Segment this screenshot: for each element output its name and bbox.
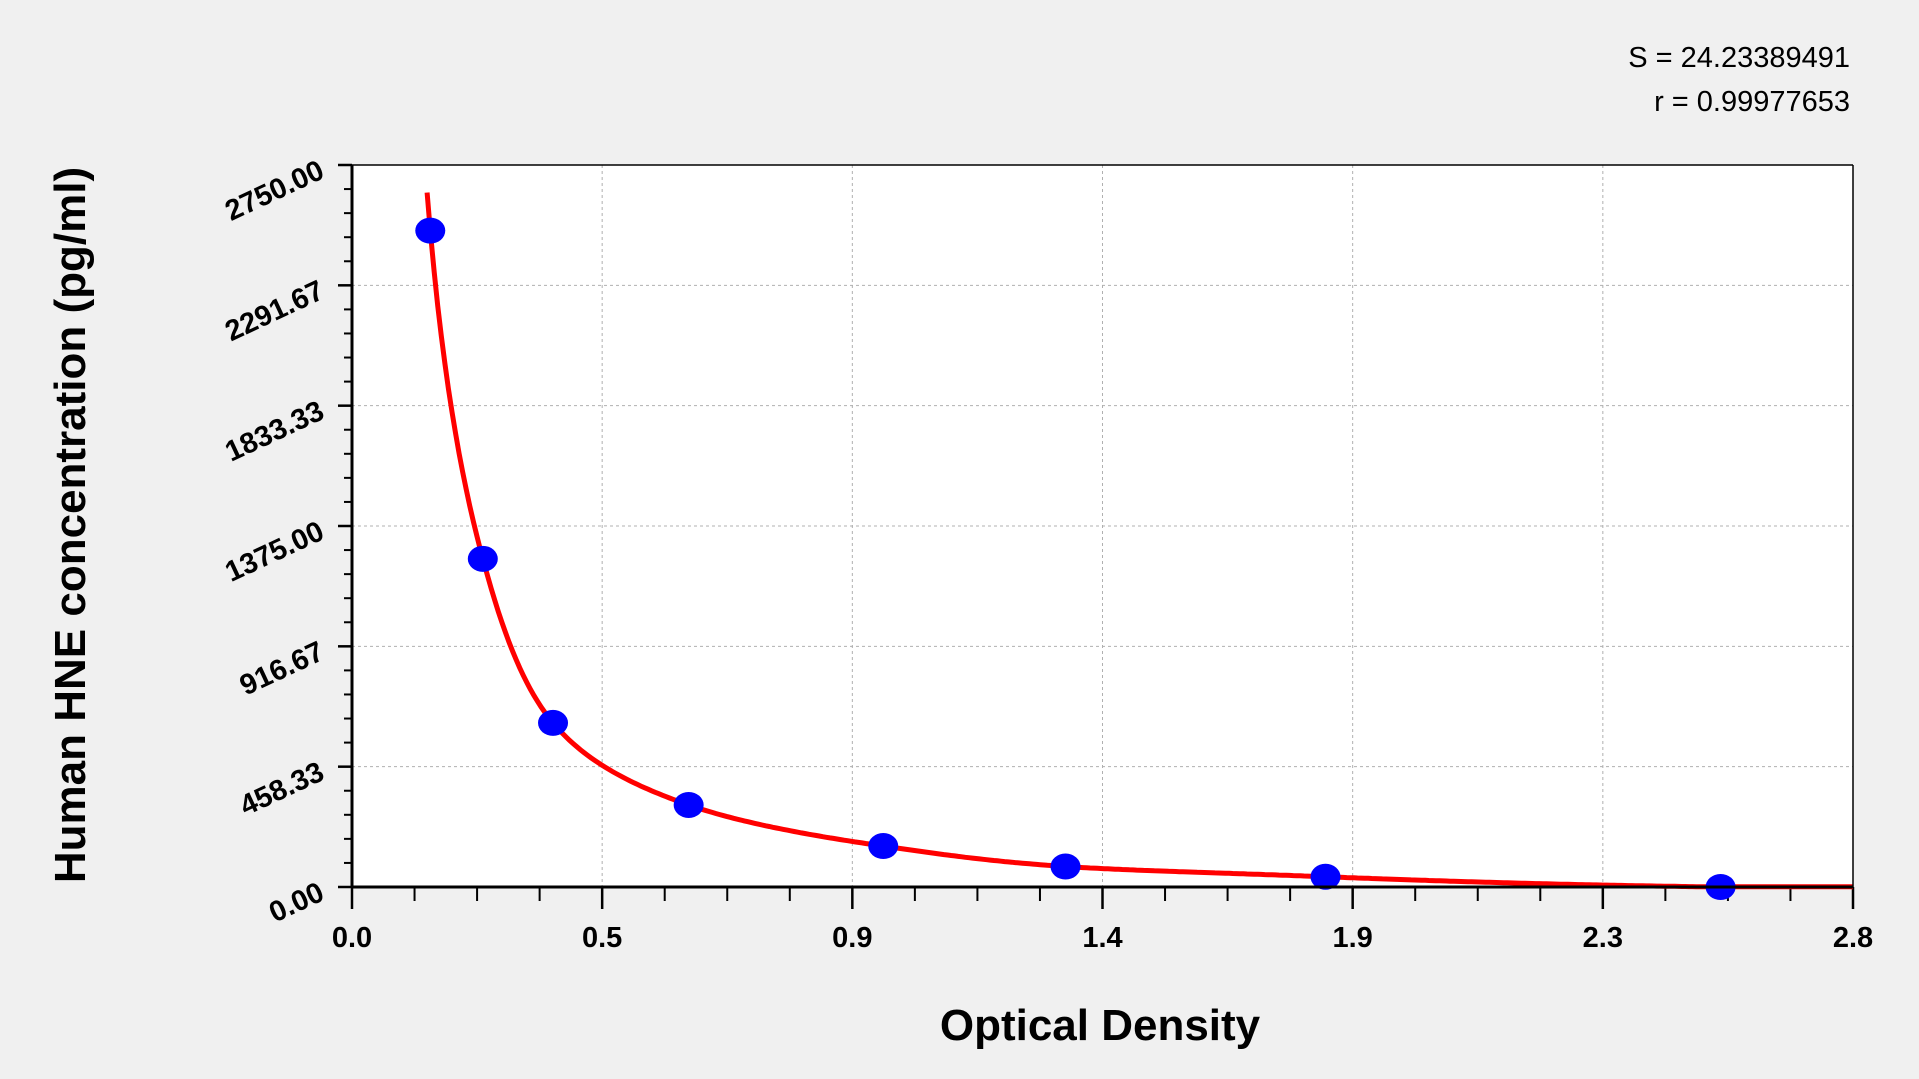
y-tick-label: 2291.67 <box>220 275 329 348</box>
axes <box>350 164 1854 889</box>
y-axis-title: Human HNE concentration (pg/ml) <box>46 167 95 883</box>
y-tick-label: 458.33 <box>235 756 329 822</box>
data-point <box>868 833 899 860</box>
data-points <box>415 217 1736 900</box>
stat-s: S = 24.23389491 <box>1628 42 1850 74</box>
y-tick-label: 916.67 <box>235 636 329 702</box>
grid <box>352 165 1853 887</box>
data-point <box>673 791 704 818</box>
y-tick-label: 0.00 <box>264 876 329 929</box>
x-axis-title: Optical Density <box>940 1001 1261 1050</box>
x-tick-label: 2.8 <box>1833 922 1873 954</box>
y-tick-label: 2750.00 <box>220 154 329 227</box>
data-point <box>467 545 498 572</box>
x-tick-label: 2.3 <box>1583 922 1623 954</box>
data-point <box>1050 853 1081 880</box>
x-tick-label: 0.0 <box>332 922 372 954</box>
y-tick-label: 1375.00 <box>220 515 329 588</box>
x-tick-label: 0.5 <box>582 922 622 954</box>
data-point <box>415 217 446 244</box>
x-tick-label: 1.9 <box>1333 922 1373 954</box>
data-point <box>538 709 569 736</box>
fit-curve <box>424 192 1853 890</box>
stat-r: r = 0.99977653 <box>1654 86 1850 118</box>
x-tick-label: 0.9 <box>832 922 872 954</box>
x-tick-label: 1.4 <box>1082 922 1122 954</box>
y-tick-label: 1833.33 <box>220 395 329 468</box>
data-point <box>1310 863 1341 890</box>
